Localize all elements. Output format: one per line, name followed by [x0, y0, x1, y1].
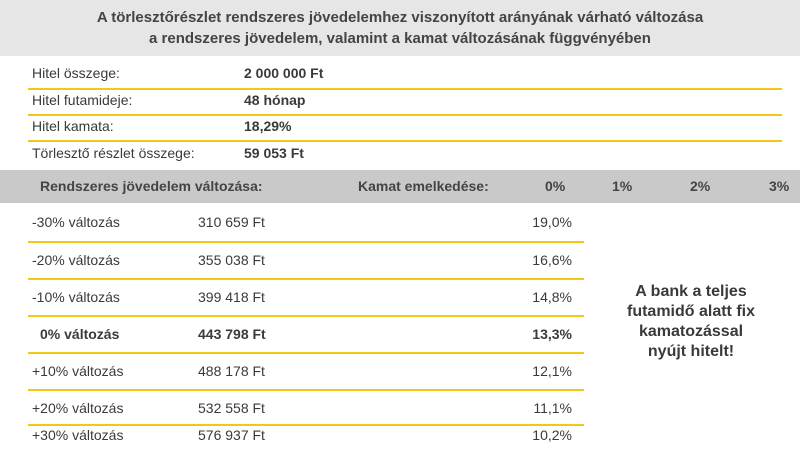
loan-term-value: 48 hónap [244, 92, 306, 108]
divider [28, 315, 584, 317]
income-cell: 399 418 Ft [198, 289, 265, 305]
divider [28, 389, 584, 391]
page-title: A törlesztőrészlet rendszeres jövedelemh… [0, 0, 800, 56]
income-cell: 355 038 Ft [198, 252, 265, 268]
table-row: 0% változás 443 798 Ft 13,3% [28, 317, 584, 354]
divider [28, 140, 782, 142]
installment-row: Törlesztő részlet összege: 59 053 Ft [28, 140, 782, 168]
loan-amount-value: 2 000 000 Ft [244, 65, 324, 81]
ratio-cell: 13,3% [532, 326, 572, 342]
table-row: -30% változás 310 659 Ft 19,0% [28, 205, 584, 242]
note-line-4: nyújt hitelt! [647, 343, 735, 360]
divider [28, 88, 782, 90]
note-line-3: kamatozással [638, 323, 744, 340]
income-change-cell: -20% változás [32, 252, 120, 268]
divider [28, 352, 584, 354]
income-cell: 488 178 Ft [198, 363, 265, 379]
income-change-cell: +20% változás [32, 400, 124, 416]
installment-label: Törlesztő részlet összege: [32, 145, 195, 161]
table-row: +30% változás 576 937 Ft 10,2% [28, 418, 584, 455]
installment-value: 59 053 Ft [244, 145, 304, 161]
income-cell: 443 798 Ft [198, 326, 266, 342]
income-change-cell: -10% változás [32, 289, 120, 305]
loan-rate-row: Hitel kamata: 18,29% [28, 113, 782, 141]
note-line-2: futamidő alatt fix [626, 303, 755, 320]
loan-rate-label: Hitel kamata: [32, 118, 114, 134]
loan-rate-value: 18,29% [244, 118, 292, 134]
note-line-1: A bank a teljes [635, 283, 747, 300]
divider [28, 241, 584, 243]
income-cell: 310 659 Ft [198, 214, 265, 230]
ratio-cell: 16,6% [532, 252, 572, 268]
income-cell: 532 558 Ft [198, 400, 265, 416]
loan-term-label: Hitel futamideje: [32, 92, 133, 108]
ratio-cell: 14,8% [532, 289, 572, 305]
income-cell: 576 937 Ft [198, 427, 265, 443]
table-row: +10% változás 488 178 Ft 12,1% [28, 354, 584, 391]
fixed-rate-note: A bank a teljes futamidő alatt fix kamat… [596, 282, 786, 362]
table-row: -10% változás 399 418 Ft 14,8% [28, 280, 584, 317]
loan-amount-label: Hitel összege: [32, 65, 120, 81]
ratio-cell: 11,1% [533, 400, 572, 416]
ratio-cell: 12,1% [532, 363, 572, 379]
table-row: +20% változás 532 558 Ft 11,1% [28, 391, 584, 428]
income-change-cell: +10% változás [32, 363, 124, 379]
rate-col-3: 3% [769, 178, 790, 194]
divider [28, 278, 584, 280]
loan-term-row: Hitel futamideje: 48 hónap [28, 87, 782, 115]
table-header: Rendszeres jövedelem változása: Kamat em… [0, 170, 800, 203]
title-line-1: A törlesztőrészlet rendszeres jövedelemh… [96, 9, 704, 26]
income-change-cell: 0% változás [40, 326, 120, 342]
divider [28, 114, 782, 116]
rate-col-0: 0% [545, 178, 566, 194]
rate-col-2: 2% [690, 178, 711, 194]
title-line-2: a rendszeres jövedelem, valamint a kamat… [149, 30, 651, 47]
divider [28, 424, 584, 426]
ratio-cell: 19,0% [532, 214, 572, 230]
income-change-cell: -30% változás [32, 214, 120, 230]
rate-col-1: 1% [612, 178, 633, 194]
rate-increase-header: Kamat emelkedése: [358, 178, 489, 194]
ratio-cell: 10,2% [532, 427, 572, 443]
loan-amount-row: Hitel összege: 2 000 000 Ft [28, 60, 782, 88]
table-row: -20% változás 355 038 Ft 16,6% [28, 243, 584, 280]
income-change-cell: +30% változás [32, 427, 124, 443]
income-change-header: Rendszeres jövedelem változása: [40, 178, 263, 194]
